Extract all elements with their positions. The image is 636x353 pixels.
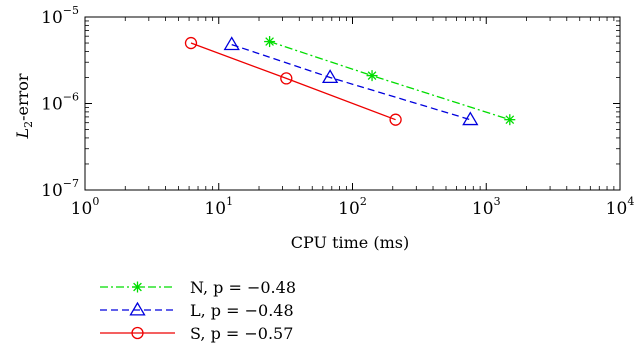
- data-point-triangle: [223, 36, 240, 51]
- y-axis: 10−5 10−6 10−7: [41, 4, 620, 201]
- y-tick-label: 10−5: [41, 4, 79, 28]
- legend-item: L, p = −0.48: [100, 301, 294, 320]
- data-point-circle: [131, 326, 144, 340]
- series-1: [223, 36, 479, 126]
- data-point-triangle: [462, 111, 479, 126]
- series-layer: [184, 36, 516, 126]
- legend-item: N, p = −0.48: [100, 278, 296, 297]
- series-0: [264, 36, 516, 126]
- data-point-asterisk: [132, 281, 143, 293]
- y-axis-label: L2-error: [13, 73, 35, 139]
- x-tick-label: 100: [71, 195, 100, 219]
- legend-label: S, p = −0.57: [190, 324, 293, 343]
- data-point-circle: [184, 36, 198, 50]
- data-point-asterisk: [504, 114, 516, 126]
- x-tick-label: 104: [606, 195, 635, 219]
- x-axis: 100 101 102 103 104: [71, 17, 635, 219]
- data-point-circle: [389, 113, 402, 126]
- x-tick-label: 101: [204, 195, 233, 219]
- data-point-asterisk: [264, 36, 276, 48]
- series-line: [190, 42, 396, 121]
- data-point-circle: [280, 72, 293, 85]
- series-line: [269, 40, 511, 121]
- series-2: [184, 36, 402, 126]
- legend-label: L, p = −0.48: [190, 301, 294, 320]
- legend-label: N, p = −0.48: [190, 278, 296, 297]
- series-line: [231, 43, 471, 121]
- x-axis-label: CPU time (ms): [291, 233, 409, 252]
- data-point-triangle: [129, 301, 146, 316]
- legend-item: S, p = −0.57: [100, 324, 293, 343]
- x-tick-label: 102: [338, 195, 367, 219]
- y-tick-label: 10−7: [41, 177, 79, 201]
- legend: N, p = −0.48 L, p = −0.48 S, p = −0.57: [100, 278, 296, 343]
- data-point-asterisk: [366, 70, 378, 82]
- data-point-triangle: [321, 69, 339, 84]
- y-tick-label: 10−6: [41, 91, 79, 115]
- x-tick-label: 103: [472, 195, 501, 219]
